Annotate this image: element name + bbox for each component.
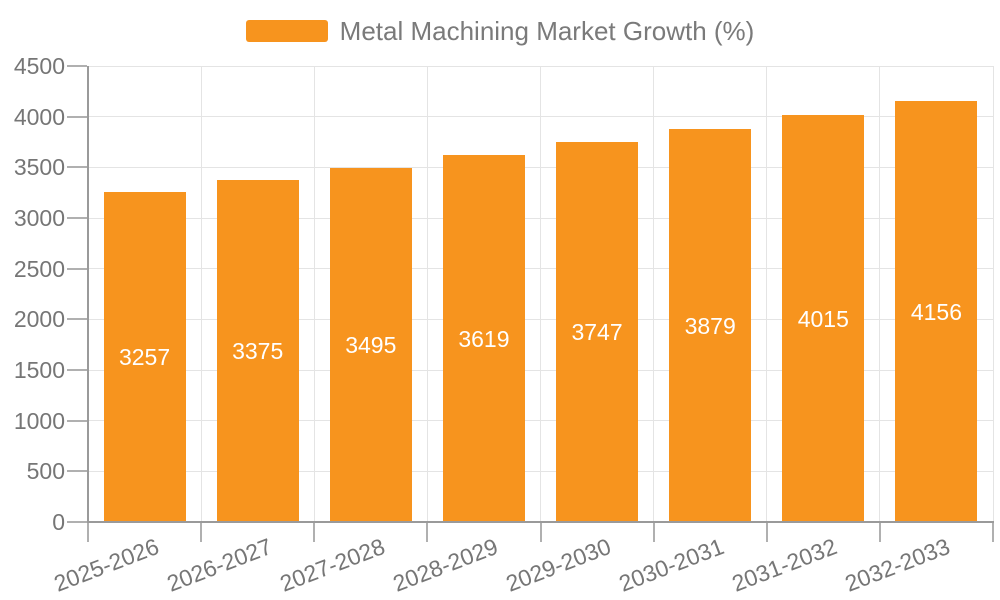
bar[interactable] bbox=[216, 180, 299, 521]
gridline-vertical bbox=[540, 66, 541, 521]
legend-marker-swatch bbox=[245, 20, 328, 42]
y-axis-tick bbox=[67, 419, 87, 422]
x-axis-tick bbox=[765, 523, 768, 542]
bar[interactable] bbox=[895, 101, 978, 521]
legend-item[interactable]: Metal Machining Market Growth (%) bbox=[245, 16, 755, 46]
x-axis-label: 2032-2033 bbox=[841, 533, 954, 597]
y-axis-label: 3500 bbox=[13, 154, 65, 181]
x-axis-tick bbox=[313, 523, 316, 542]
gridline-vertical bbox=[992, 66, 994, 521]
y-axis-tick bbox=[67, 217, 87, 219]
bar-value-label: 3879 bbox=[684, 312, 736, 339]
gridline-vertical bbox=[653, 66, 655, 521]
y-axis-tick bbox=[67, 65, 87, 67]
y-axis-tick bbox=[67, 115, 87, 118]
bar[interactable] bbox=[782, 115, 865, 521]
y-axis-label: 2500 bbox=[13, 255, 65, 282]
y-axis-label: 2000 bbox=[13, 306, 65, 333]
y-axis-tick bbox=[67, 267, 87, 270]
gridline-horizontal bbox=[89, 268, 993, 270]
bar-value-label: 3257 bbox=[118, 344, 171, 370]
x-axis-label: 2027-2028 bbox=[276, 533, 389, 597]
x-axis-label: 2025-2026 bbox=[49, 533, 162, 597]
x-axis-line bbox=[87, 521, 994, 523]
x-axis-label: 2028-2029 bbox=[389, 533, 502, 597]
x-axis-tick bbox=[539, 523, 542, 542]
bar-value-label: 4156 bbox=[910, 298, 963, 325]
bar-value-label: 3747 bbox=[571, 319, 623, 345]
gridline-horizontal bbox=[89, 369, 993, 371]
x-axis-tick bbox=[652, 523, 655, 542]
x-axis-tick bbox=[200, 523, 203, 542]
gridline-horizontal bbox=[89, 116, 993, 118]
gridline-horizontal bbox=[89, 65, 993, 67]
bar-value-label: 3375 bbox=[232, 338, 284, 364]
y-axis-tick bbox=[67, 369, 87, 371]
y-axis-tick bbox=[67, 318, 87, 321]
gridline-vertical bbox=[313, 66, 315, 521]
x-axis-label: 2029-2030 bbox=[502, 533, 615, 597]
bar[interactable] bbox=[669, 129, 752, 521]
x-axis-label: 2026-2027 bbox=[162, 533, 276, 597]
gridline-vertical bbox=[200, 66, 202, 521]
y-axis-label: 1500 bbox=[13, 357, 65, 383]
gridline-horizontal bbox=[89, 470, 993, 472]
y-axis-label: 3000 bbox=[13, 205, 65, 231]
x-axis-tick bbox=[87, 523, 89, 542]
gridline-horizontal bbox=[89, 318, 993, 320]
bar-value-label: 4015 bbox=[797, 305, 849, 332]
bar-value-label: 3495 bbox=[345, 332, 397, 358]
gridline-vertical bbox=[426, 66, 428, 521]
x-axis-label: 2031-2032 bbox=[728, 533, 841, 597]
gridline-horizontal bbox=[89, 420, 993, 422]
bar[interactable] bbox=[556, 142, 639, 521]
y-axis-line bbox=[87, 66, 89, 523]
gridline-horizontal bbox=[89, 166, 993, 168]
legend-label: Metal Machining Market Growth (%) bbox=[339, 16, 755, 46]
gridline-vertical bbox=[879, 66, 881, 521]
y-axis-label: 500 bbox=[26, 458, 65, 485]
y-axis-label: 0 bbox=[52, 509, 65, 535]
y-axis-tick bbox=[67, 521, 87, 523]
x-axis-tick bbox=[878, 523, 881, 542]
bar[interactable] bbox=[442, 155, 525, 521]
gridline-vertical bbox=[766, 66, 768, 521]
y-axis-label: 1000 bbox=[13, 407, 65, 434]
bar-value-label: 3619 bbox=[458, 325, 510, 352]
y-axis-tick bbox=[67, 470, 87, 473]
y-axis-tick bbox=[67, 166, 87, 169]
y-axis-label: 4500 bbox=[13, 53, 65, 79]
y-axis-label: 4000 bbox=[13, 103, 65, 130]
legend: Metal Machining Market Growth (%) bbox=[0, 17, 1000, 45]
bar[interactable] bbox=[103, 192, 186, 521]
bar[interactable] bbox=[329, 168, 412, 521]
x-axis-tick bbox=[426, 523, 429, 542]
gridline-horizontal bbox=[89, 217, 993, 219]
x-axis-label: 2030-2031 bbox=[615, 533, 728, 597]
x-axis-tick bbox=[992, 523, 994, 542]
